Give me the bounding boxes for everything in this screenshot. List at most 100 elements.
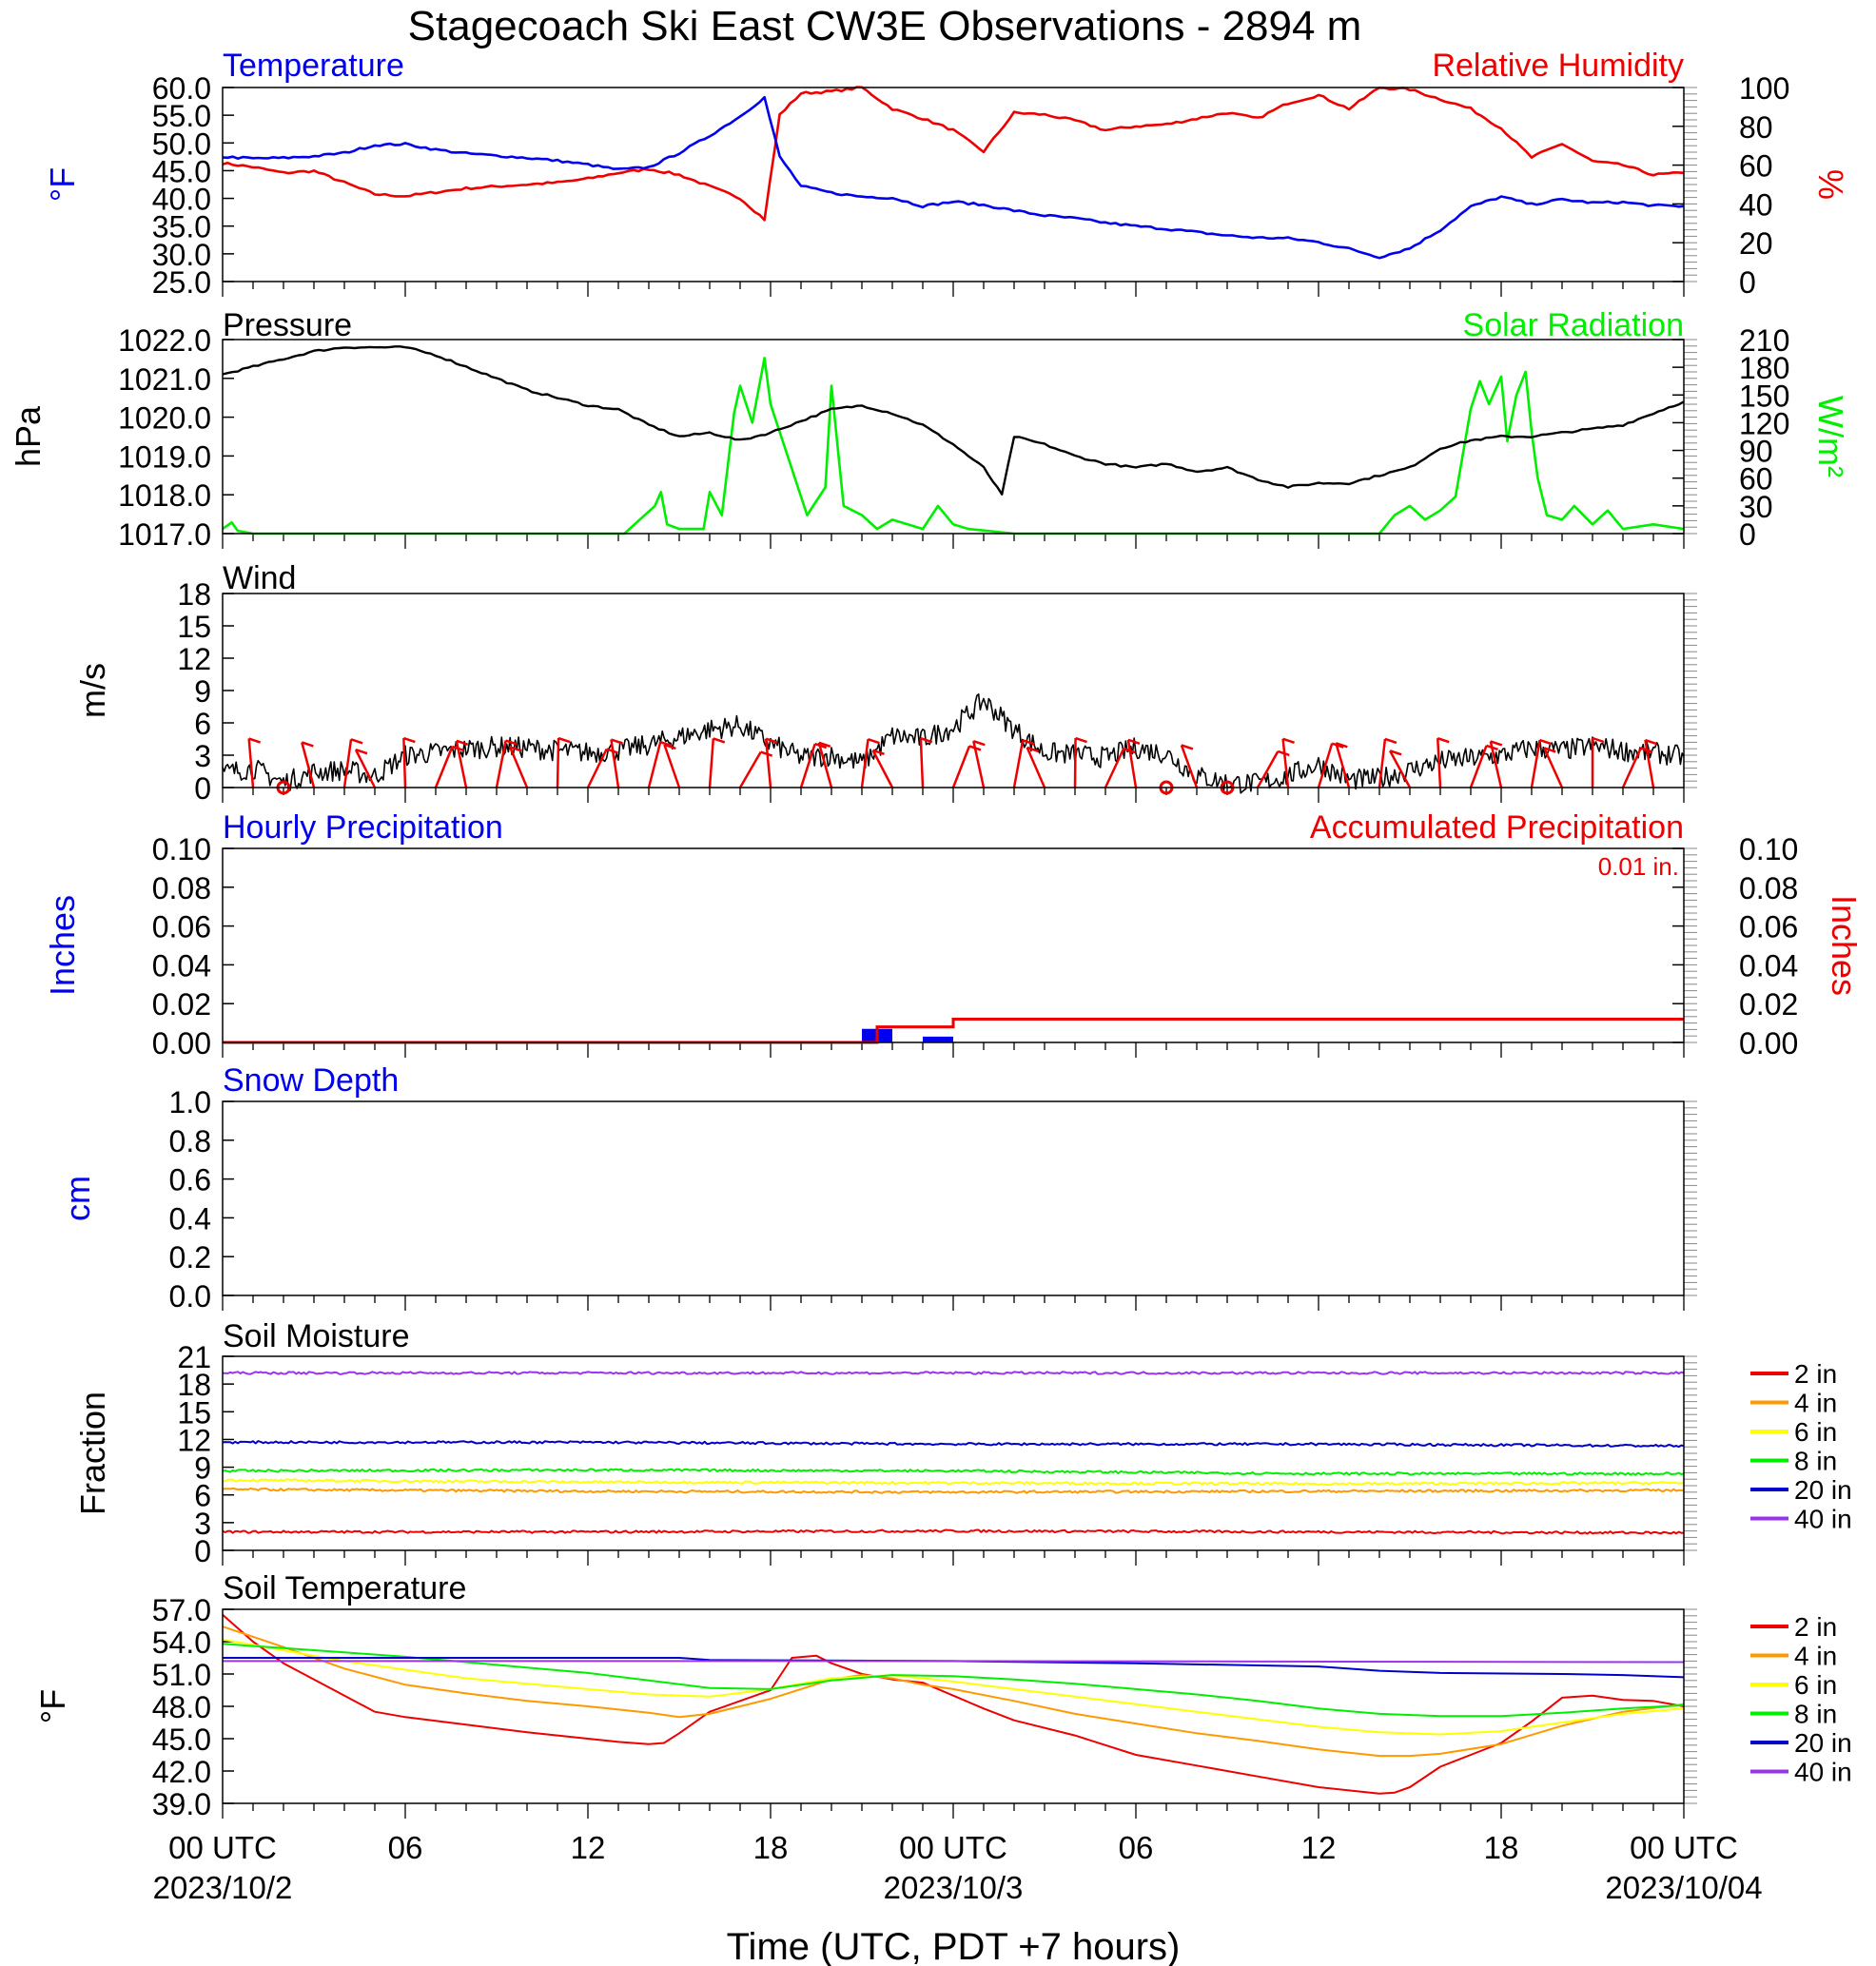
- time-axis: 00 UTC 06 12 18 00 UTC 06 12 18 00 UTC 2023/10/2…: [153, 1830, 1763, 1966]
- wind-barb-staff: [647, 741, 662, 788]
- soil-temp-tick-label: 51.0: [152, 1658, 211, 1692]
- pressure-tick-label: 1021.0: [118, 362, 211, 397]
- date-label-1: 2023/10/2: [153, 1870, 293, 1905]
- wind-barb-flag: [505, 739, 518, 746]
- wind-barb-flag: [1384, 737, 1397, 745]
- time-tick-label: 18: [1484, 1830, 1519, 1865]
- wind-barb-flag: [1282, 737, 1295, 744]
- wind-barb-staff: [1378, 738, 1387, 788]
- solar-unit: W/m²: [1811, 396, 1850, 477]
- wind-title: Wind: [223, 560, 296, 596]
- pressure-solar-frame: [222, 339, 1685, 535]
- snow-plot-layer: 1.0 0.8 0.6 0.4 0.2 0.0: [169, 1085, 1697, 1314]
- precip-right-tick-label: 0.04: [1739, 948, 1798, 983]
- date-label-3: 2023/10/04: [1605, 1870, 1762, 1905]
- soil-temp-tick-label: 54.0: [152, 1625, 211, 1660]
- snow-tick-label: 0.2: [169, 1240, 211, 1275]
- wind-barb-staff: [708, 738, 715, 788]
- panel-temperature-humidity: 60.055.050.045.040.035.030.025.0 100 80 604…: [43, 48, 1850, 300]
- solar-tick-label: 30: [1739, 490, 1773, 524]
- time-tick-labels: 00 UTC 06 12 18 00 UTC 06 12 18 00 UTC: [168, 1830, 1738, 1865]
- wind-barb-staff: [342, 739, 353, 788]
- temperature-title: Temperature: [223, 48, 404, 84]
- humidity-tick-label: 80: [1739, 110, 1773, 145]
- time-tick-label: 00 UTC: [1630, 1830, 1738, 1865]
- soil-moisture-tick-label: 6: [194, 1479, 211, 1513]
- wind-barb-staff: [1335, 742, 1351, 788]
- soil-temp-legend-label: 8 in: [1794, 1700, 1837, 1729]
- soil-moisture-line-20in: [222, 1440, 1685, 1449]
- precip-left-tick-label: 0.00: [152, 1026, 211, 1061]
- temp-rh-frame: [222, 87, 1685, 282]
- humidity-tick-label: 0: [1739, 265, 1756, 300]
- precip-right-tick-label: 0.02: [1739, 987, 1798, 1022]
- wind-barb-staff: [434, 746, 454, 788]
- wind-barb-staff: [871, 749, 894, 788]
- wind-barb-flag: [1436, 737, 1450, 744]
- wind-tick-label: 15: [177, 610, 211, 644]
- snow-frame: [222, 1100, 1685, 1296]
- soil-temp-legend-label: 2 in: [1794, 1612, 1837, 1642]
- wind-barb-flag: [765, 737, 778, 744]
- wind-barb-staff: [610, 739, 620, 788]
- wind-barb-flag: [1543, 747, 1556, 753]
- humidity-tick-label: 100: [1739, 71, 1789, 106]
- panel-pressure-solar: 1022.01021.01020.01019.01018.01017.02101…: [9, 307, 1850, 552]
- wind-barb-flag: [872, 749, 885, 755]
- precip-left-tick-label: 0.04: [152, 948, 211, 983]
- soil-temp-unit: °F: [33, 1689, 72, 1723]
- soil-moisture-line-2in: [222, 1528, 1685, 1535]
- wind-barb-staff: [586, 749, 608, 788]
- soil-temp-plot-layer: 57.054.051.048.045.042.039.0: [152, 1593, 1697, 1821]
- pressure-title: Pressure: [223, 307, 352, 343]
- solar-title: Solar Radiation: [1463, 307, 1684, 343]
- soil-moisture-line-40in: [222, 1371, 1685, 1375]
- wind-barb-flag: [818, 741, 831, 749]
- soil-moisture-unit: Fraction: [73, 1392, 112, 1515]
- wind-barb-flag: [713, 737, 726, 744]
- soil-temp-tick-label: 48.0: [152, 1690, 211, 1724]
- soil-moisture-legend-label: 2 in: [1794, 1359, 1837, 1389]
- pressure-solar-plot-layer: 1022.01021.01020.01019.01018.01017.02101…: [118, 323, 1789, 552]
- temp-rh-plot-layer: 60.055.050.045.040.035.030.025.0 100 80 604…: [152, 71, 1790, 300]
- soil-temp-line-20in: [223, 1657, 1685, 1679]
- wind-barb-staff: [919, 738, 925, 788]
- wind-barb-staff: [1281, 738, 1290, 788]
- time-tick-label: 12: [571, 1830, 606, 1865]
- accum-precip-annotation: 0.01 in.: [1598, 852, 1679, 881]
- wind-barb-flag: [1075, 736, 1087, 744]
- soil-moisture-legend-label: 6 in: [1794, 1417, 1837, 1447]
- soil-temp-tick-label: 42.0: [152, 1755, 211, 1789]
- wind-barb-flag: [868, 737, 880, 745]
- snow-tick-label: 0.8: [169, 1124, 211, 1158]
- wind-barb-staff: [508, 746, 529, 788]
- temperature-unit: °F: [43, 167, 82, 202]
- panel-snow-depth: 1.0 0.8 0.6 0.4 0.2 0.0 Snow Depth cm: [58, 1062, 1697, 1314]
- soil-moisture-legend-label: 20 in: [1794, 1475, 1852, 1505]
- time-tick-label: 18: [753, 1830, 789, 1865]
- snow-tick-label: 0.0: [169, 1279, 211, 1314]
- wind-barb-flag: [509, 746, 522, 752]
- wind-tick-label: 9: [194, 674, 211, 709]
- wind-barb-staff: [1436, 738, 1442, 788]
- wind-barb-flag: [456, 739, 469, 747]
- wind-barb-flag: [1127, 738, 1141, 745]
- wind-tick-label: 0: [194, 771, 211, 806]
- pressure-tick-label: 1020.0: [118, 401, 211, 436]
- precip-right-tick-label: 0.08: [1739, 871, 1798, 905]
- wind-barb-flag: [1490, 740, 1503, 747]
- solar-tick-label: 60: [1739, 462, 1773, 496]
- soil-temp-line-8in: [222, 1643, 1685, 1718]
- temperature-tick-label: 50.0: [152, 127, 211, 161]
- humidity-title: Relative Humidity: [1432, 48, 1684, 84]
- wind-barb-staff: [951, 745, 971, 788]
- precip-right-tick-label: 0.10: [1739, 832, 1798, 866]
- time-tick-label: 12: [1301, 1830, 1337, 1865]
- wind-barb-staff: [1389, 749, 1412, 788]
- precip-left-tick-label: 0.08: [152, 871, 211, 905]
- snow-title: Snow Depth: [223, 1062, 399, 1099]
